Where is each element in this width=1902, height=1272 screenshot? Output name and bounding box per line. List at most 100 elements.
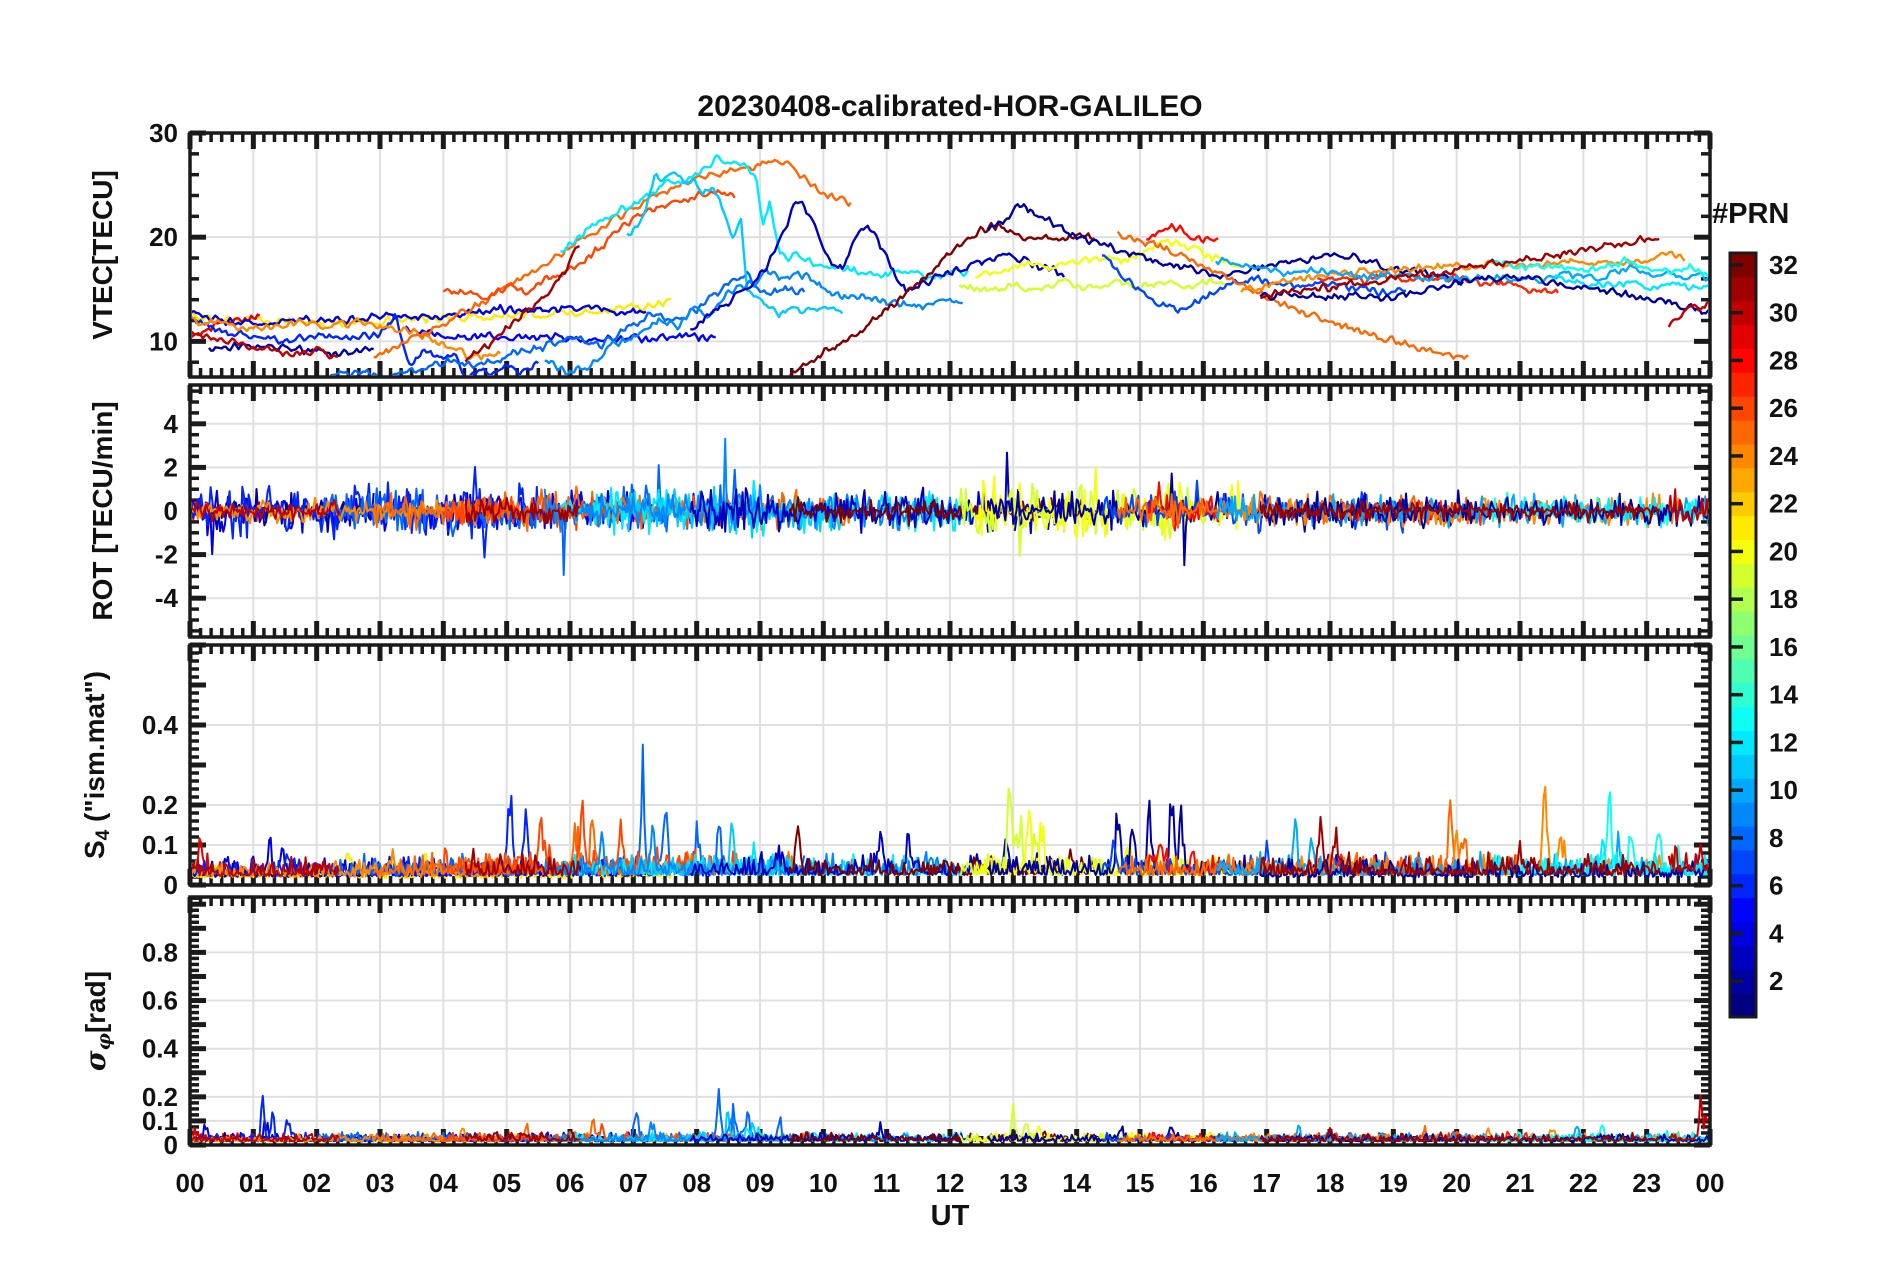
y-tick-label: 0 — [164, 1130, 178, 1160]
panel-s4: 0 0.1 0.2 0.4 — [142, 642, 1713, 900]
y-tick-label: 0.2 — [142, 790, 178, 820]
panel-frame — [188, 895, 1712, 1147]
rot-series-prn31 — [1259, 499, 1661, 524]
vtec-series-prn3 — [690, 200, 1066, 331]
vtec-series-prn30 — [1667, 300, 1708, 328]
y-axis-label-part: 4 — [92, 829, 114, 841]
y-axis-label-part: ("ism.mat") — [79, 670, 111, 830]
x-tick-label: 06 — [556, 1168, 585, 1198]
colorbar-tick-label: 22 — [1769, 489, 1798, 519]
s4-series-prn19 — [959, 787, 1227, 876]
x-axis-label: UT — [930, 1200, 970, 1232]
rot-series-prn9 — [543, 437, 964, 532]
panel-vtec: 10 20 30 — [149, 118, 1713, 379]
s4-series-prn30 — [192, 855, 340, 877]
x-tick-label: 18 — [1316, 1168, 1345, 1198]
colorbar-tick-label: 28 — [1769, 345, 1798, 375]
rot-series-prn31 — [464, 496, 581, 525]
colorbar-segment — [1730, 849, 1756, 875]
y-tick-label: 0.1 — [142, 830, 178, 860]
colorbar-segment — [1730, 515, 1756, 540]
colorbar-segment — [1730, 993, 1756, 1018]
panel-frame — [188, 131, 1712, 379]
sigmaphi-series-prn31 — [1260, 1127, 1661, 1143]
y-axis-label-part: φ — [92, 1033, 115, 1051]
vtec-series-prn13 — [1490, 256, 1708, 279]
x-tick-label: 00 — [176, 1168, 205, 1198]
vtec-series-prn2 — [1259, 273, 1708, 315]
y-tick-label: 0.4 — [142, 710, 179, 740]
colorbar-tick-label: 16 — [1769, 632, 1798, 662]
vtec-series-prn2 — [208, 341, 375, 359]
vtec-series-prn8 — [330, 271, 806, 375]
x-tick-label: 13 — [999, 1168, 1028, 1198]
y-tick-label: 20 — [149, 222, 178, 252]
vtec-series-prn31 — [464, 245, 581, 363]
colorbar-segment — [1730, 706, 1756, 731]
y-axis-label-rot: ROT [TECU/min] — [87, 401, 119, 620]
colorbar-frame — [1728, 251, 1758, 1019]
vtec-series-prn27 — [1317, 273, 1559, 295]
x-tick-label: 05 — [492, 1168, 521, 1198]
vtec-series-prn12 — [560, 154, 969, 281]
vtec-series-prn19 — [958, 277, 1226, 293]
x-tick-label: 20 — [1442, 1168, 1471, 1198]
x-tick-label: 10 — [809, 1168, 838, 1198]
y-axis-label-part: [rad] — [80, 970, 112, 1034]
s4-series-prn31 — [1259, 815, 1661, 876]
colorbar-tick-label: 30 — [1769, 298, 1798, 328]
vtec-series-prn30 — [192, 330, 339, 360]
vtec-series-prn12 — [1551, 274, 1708, 292]
colorbar-segment — [1730, 324, 1756, 349]
vtec-series-prn26 — [442, 189, 736, 301]
s4-series-prn26 — [442, 799, 736, 874]
colorbar-tick-label: 12 — [1769, 727, 1798, 757]
rot-series-prn28 — [1145, 481, 1220, 532]
colorbar-segment — [1730, 276, 1756, 302]
colorbar-tick-label: 6 — [1769, 871, 1783, 901]
x-tick-label: 14 — [1062, 1168, 1091, 1198]
colorbar-tick-label: 18 — [1769, 584, 1798, 614]
colorbar-tick-label: 20 — [1769, 536, 1798, 566]
x-tick-label: 23 — [1632, 1168, 1661, 1198]
colorbar-segment — [1730, 897, 1756, 922]
y-tick-label: -4 — [155, 583, 179, 613]
colorbar-segment — [1730, 754, 1756, 779]
y-axis-label-s4: S4 ("ism.mat") — [79, 671, 115, 859]
y-tick-label: 0.4 — [142, 1034, 179, 1064]
colorbar-segment — [1730, 611, 1756, 636]
colorbar-segment — [1730, 372, 1756, 397]
vtec-series-prn31 — [1260, 234, 1660, 300]
x-tick-label: 09 — [746, 1168, 775, 1198]
x-tick-label: 15 — [1126, 1168, 1155, 1198]
vtec-series-prn6 — [192, 313, 539, 375]
x-tick-label: 02 — [302, 1168, 331, 1198]
colorbar-segment — [1730, 658, 1756, 684]
colorbar-segment — [1730, 420, 1756, 445]
x-tick-label: 04 — [429, 1168, 458, 1198]
vtec-series-prn10 — [1215, 256, 1708, 284]
x-tick-label: 17 — [1252, 1168, 1281, 1198]
colorbar-segment — [1730, 802, 1756, 827]
sigmaphi-series-prn30 — [192, 1132, 340, 1143]
colorbar-tick-label: 2 — [1769, 966, 1783, 996]
vtec-series-prn24 — [1240, 250, 1686, 293]
s4-series-prn30 — [1667, 843, 1708, 874]
vtec-series-prn9 — [544, 267, 963, 375]
y-tick-label: 0.8 — [142, 937, 178, 967]
colorbar-segment — [1730, 563, 1756, 588]
colorbar-title: #PRN — [1712, 198, 1790, 230]
y-tick-label: 0 — [164, 496, 178, 526]
colorbar-tick-label: 10 — [1769, 775, 1798, 805]
y-tick-label: -2 — [155, 540, 178, 570]
vtec-series-prn28 — [1146, 222, 1219, 244]
x-tick-label: 22 — [1569, 1168, 1598, 1198]
rot-series-prn30 — [1667, 488, 1708, 523]
x-tick-label: 12 — [936, 1168, 965, 1198]
vtec-series-prn32 — [789, 221, 1096, 375]
vtec-series-prn24 — [192, 316, 501, 361]
s4-series-prn31 — [464, 847, 581, 876]
y-axis-label-vtec: VTEC[TECU] — [87, 170, 119, 340]
